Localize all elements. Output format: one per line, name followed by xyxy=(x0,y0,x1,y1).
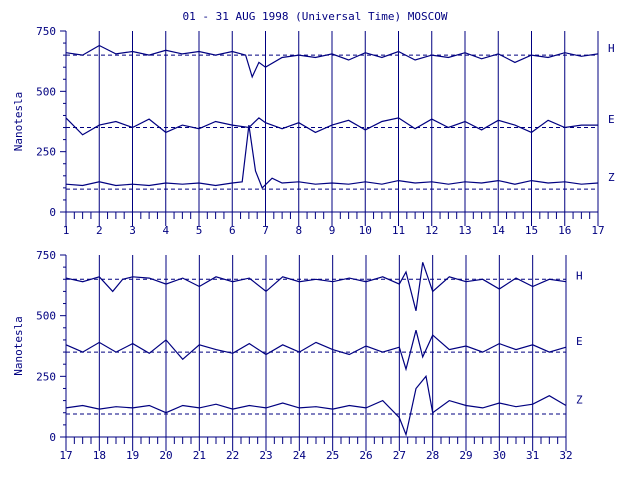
x-tick-label: 6 xyxy=(229,224,236,237)
series-label-z: Z xyxy=(608,171,615,184)
series-label-h: H xyxy=(576,270,583,283)
x-tick-label: 14 xyxy=(492,224,506,237)
x-tick-label: 28 xyxy=(426,449,439,462)
series-label-e: E xyxy=(576,335,583,348)
series-label-h: H xyxy=(608,42,615,55)
x-tick-label: 23 xyxy=(259,449,272,462)
x-tick-label: 29 xyxy=(459,449,472,462)
x-tick-label: 22 xyxy=(226,449,239,462)
y-tick-label: 250 xyxy=(36,370,56,383)
y-axis-label: Nanotesla xyxy=(12,92,25,152)
x-tick-label: 16 xyxy=(558,224,571,237)
x-tick-label: 4 xyxy=(162,224,169,237)
y-axis-label: Nanotesla xyxy=(12,316,25,376)
series-label-e: E xyxy=(608,113,615,126)
series-line-z xyxy=(65,374,567,437)
panel-2: 0 250 500 750 Nanotesla 17 18 19 20 21 22 23 24 25 26 2… xyxy=(12,249,583,462)
series-label-z: Z xyxy=(576,393,583,406)
x-tick-label: 21 xyxy=(193,449,206,462)
x-tick-label: 13 xyxy=(458,224,471,237)
y-tick-label: 500 xyxy=(36,310,56,323)
x-tick-label: 10 xyxy=(359,224,372,237)
x-tick-label: 7 xyxy=(262,224,269,237)
x-tick-label: 24 xyxy=(293,449,307,462)
x-tick-label: 15 xyxy=(525,224,538,237)
series-line-h xyxy=(65,262,567,311)
x-tick-label: 5 xyxy=(196,224,203,237)
x-tick-label: 32 xyxy=(559,449,572,462)
y-tick-label: 0 xyxy=(49,206,56,219)
x-tick-label: 8 xyxy=(295,224,302,237)
x-tick-label: 3 xyxy=(129,224,136,237)
x-tick-label: 25 xyxy=(326,449,339,462)
x-tick-label: 18 xyxy=(93,449,106,462)
series-line-e xyxy=(65,117,598,136)
x-tick-label: 11 xyxy=(392,224,405,237)
y-tick-label: 750 xyxy=(36,25,56,38)
x-tick-label: 26 xyxy=(359,449,372,462)
x-tick-label: 12 xyxy=(425,224,438,237)
x-tick-label: 30 xyxy=(493,449,506,462)
x-tick-label: 31 xyxy=(526,449,539,462)
x-tick-label: 19 xyxy=(126,449,139,462)
x-tick-label: 2 xyxy=(96,224,103,237)
x-tick-label: 17 xyxy=(591,224,604,237)
y-tick-label: 0 xyxy=(49,431,56,444)
x-tick-label: 20 xyxy=(159,449,172,462)
series-line-e xyxy=(65,330,567,372)
chart-title: 01 - 31 AUG 1998 (Universal Time) MOSCOW xyxy=(183,10,448,23)
series-line-z xyxy=(65,125,599,189)
x-tick-label: 17 xyxy=(59,449,72,462)
x-tick-label: 1 xyxy=(63,224,70,237)
y-tick-label: 500 xyxy=(36,85,56,98)
x-tick-label: 9 xyxy=(329,224,336,237)
x-tick-label: 27 xyxy=(393,449,406,462)
y-tick-label: 750 xyxy=(36,249,56,262)
y-tick-label: 250 xyxy=(36,146,56,159)
series-line-h xyxy=(65,44,599,79)
